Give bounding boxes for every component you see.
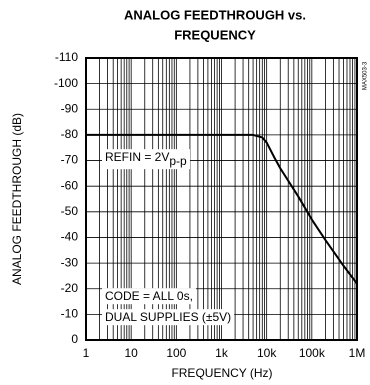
annotation-background <box>102 149 191 170</box>
y-tick-label: -20 <box>61 281 79 295</box>
y-tick-label: -30 <box>61 255 79 269</box>
x-tick-label: 1M <box>349 346 366 360</box>
annotation: DUAL SUPPLIES (±5V) <box>102 309 235 326</box>
y-tick-label: -40 <box>61 230 79 244</box>
x-tick-label: 10 <box>124 346 138 360</box>
annotation-text: CODE = ALL 0s, <box>105 289 193 303</box>
side-note: MAX503-3 <box>363 61 369 90</box>
chart-title: FREQUENCY <box>174 27 256 42</box>
y-tick-label: -70 <box>61 153 79 167</box>
y-tick-label: -90 <box>61 101 79 115</box>
y-tick-label: -80 <box>61 127 79 141</box>
annotation-subscript: p-p <box>169 154 187 168</box>
annotation-text: REFIN = 2Vp-p <box>105 150 187 168</box>
y-tick-label: -60 <box>61 178 79 192</box>
x-tick-label: 100k <box>299 346 326 360</box>
x-tick-label: 10k <box>257 346 277 360</box>
annotation-text: REFIN = 2V <box>105 150 169 164</box>
annotation: CODE = ALL 0s, <box>102 288 196 305</box>
annotation-background <box>102 309 235 326</box>
annotation-text: CODE = ALL 0s, <box>105 289 193 303</box>
y-tick-label: -10 <box>61 307 79 321</box>
data-line <box>86 133 358 285</box>
y-tick-label: -110 <box>55 50 78 64</box>
y-tick-label: 0 <box>71 332 78 346</box>
y-axis-label: ANALOG FEEDTHROUGH (dB) <box>10 113 24 285</box>
x-tick-label: 1 <box>83 346 90 360</box>
x-tick-label: 1k <box>215 346 229 360</box>
y-tick-label: -100 <box>54 76 78 90</box>
plot-frame <box>85 57 358 341</box>
y-tick-label: -50 <box>61 204 79 218</box>
x-axis-label: FREQUENCY (Hz) <box>171 366 272 380</box>
chart-title: ANALOG FEEDTHROUGH vs. <box>124 7 306 22</box>
annotation-text: DUAL SUPPLIES (±5V) <box>105 310 231 324</box>
annotation-background <box>102 288 196 305</box>
annotation-text: DUAL SUPPLIES (±5V) <box>105 310 231 324</box>
x-tick-label: 100 <box>166 346 186 360</box>
annotation: REFIN = 2Vp-p <box>102 149 191 170</box>
